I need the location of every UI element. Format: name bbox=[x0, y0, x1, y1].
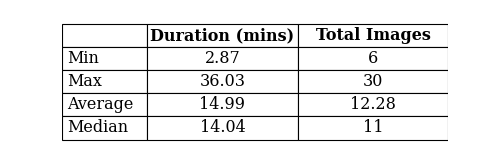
Text: Max: Max bbox=[67, 73, 102, 90]
Text: Min: Min bbox=[67, 50, 99, 67]
Text: 2.87: 2.87 bbox=[205, 50, 241, 67]
Text: Duration (mins): Duration (mins) bbox=[150, 27, 294, 44]
Bar bbox=[298, 24, 448, 47]
Bar bbox=[147, 93, 298, 116]
Bar bbox=[147, 24, 298, 47]
Text: 14.04: 14.04 bbox=[200, 119, 246, 136]
Bar bbox=[62, 70, 147, 93]
Bar bbox=[62, 47, 147, 70]
Bar bbox=[147, 116, 298, 139]
Text: 11: 11 bbox=[363, 119, 383, 136]
Bar bbox=[298, 70, 448, 93]
Bar bbox=[147, 47, 298, 70]
Text: 36.03: 36.03 bbox=[199, 73, 246, 90]
Text: 12.28: 12.28 bbox=[350, 96, 396, 113]
Bar bbox=[298, 93, 448, 116]
Bar bbox=[62, 116, 147, 139]
Text: Average: Average bbox=[67, 96, 133, 113]
Text: 6: 6 bbox=[368, 50, 378, 67]
Bar bbox=[62, 93, 147, 116]
Text: Total Images: Total Images bbox=[316, 27, 430, 44]
Bar bbox=[298, 47, 448, 70]
Text: Median: Median bbox=[67, 119, 128, 136]
Text: 14.99: 14.99 bbox=[199, 96, 246, 113]
Bar bbox=[147, 70, 298, 93]
Text: 30: 30 bbox=[363, 73, 383, 90]
Bar bbox=[298, 116, 448, 139]
Bar bbox=[62, 24, 147, 47]
